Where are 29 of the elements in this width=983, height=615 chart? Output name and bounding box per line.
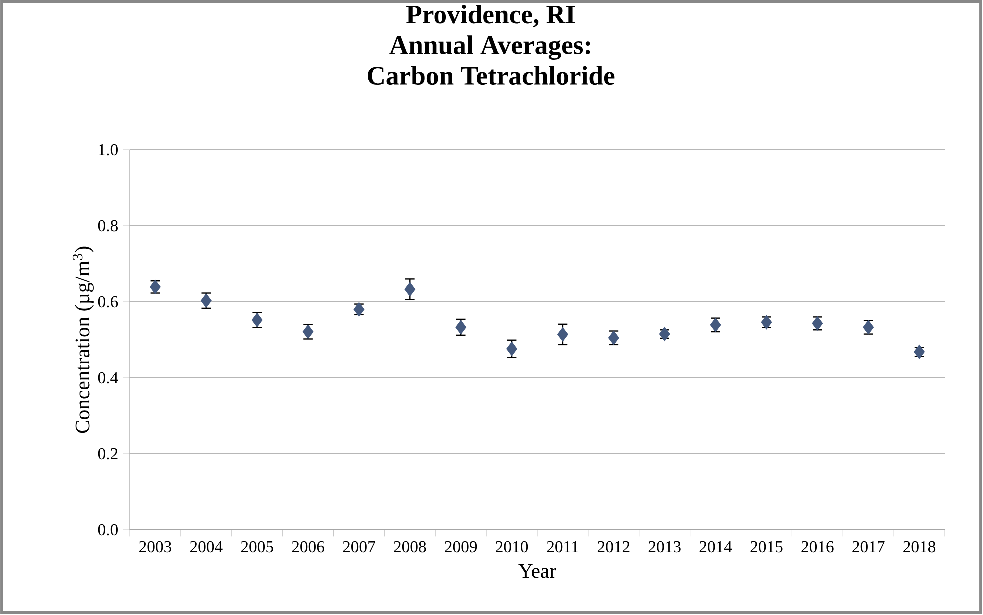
y-tick-label: 1.0 bbox=[99, 144, 118, 156]
y-tick-label: 0.2 bbox=[98, 448, 118, 460]
point bbox=[659, 327, 670, 342]
x-tick-label: 2003 bbox=[140, 541, 172, 553]
x-tick-label: 2009 bbox=[445, 541, 478, 553]
x-tick-label: 2010 bbox=[496, 541, 528, 553]
x-tick-label: 2014 bbox=[700, 541, 732, 553]
x-tick-label: 2011 bbox=[547, 541, 578, 553]
point bbox=[404, 282, 416, 297]
point bbox=[558, 327, 568, 342]
x-tick-label: 2005 bbox=[241, 541, 274, 553]
x-tick-label: 2013 bbox=[648, 541, 681, 553]
x-tick-label: 2006 bbox=[292, 541, 324, 553]
y-tick-label: 0.0 bbox=[98, 524, 118, 536]
x-tick-label: 2004 bbox=[190, 541, 223, 553]
x-tick-label: 2016 bbox=[802, 541, 834, 553]
y-axis-title: Concentration (µg/m$^{3}$) bbox=[72, 246, 94, 434]
x-tick-label: 2008 bbox=[394, 541, 426, 553]
x-tick-label: 2018 bbox=[904, 541, 936, 553]
x-tick-label: 2017 bbox=[852, 541, 885, 553]
chart-title: Providence, RI Annual Averages: Carbon Tetrachloride bbox=[368, 4, 615, 86]
y-tick-label: 0.4 bbox=[98, 372, 118, 384]
point bbox=[914, 344, 926, 360]
x-tick-label: 2012 bbox=[598, 541, 630, 553]
y-tick-label: 0.6 bbox=[98, 296, 118, 308]
x-tick-label: 2015 bbox=[750, 541, 783, 553]
x-axis-title: Year bbox=[518, 564, 556, 578]
x-tick-label: 2007 bbox=[343, 541, 376, 553]
y-tick-label: 0.8 bbox=[98, 220, 118, 232]
